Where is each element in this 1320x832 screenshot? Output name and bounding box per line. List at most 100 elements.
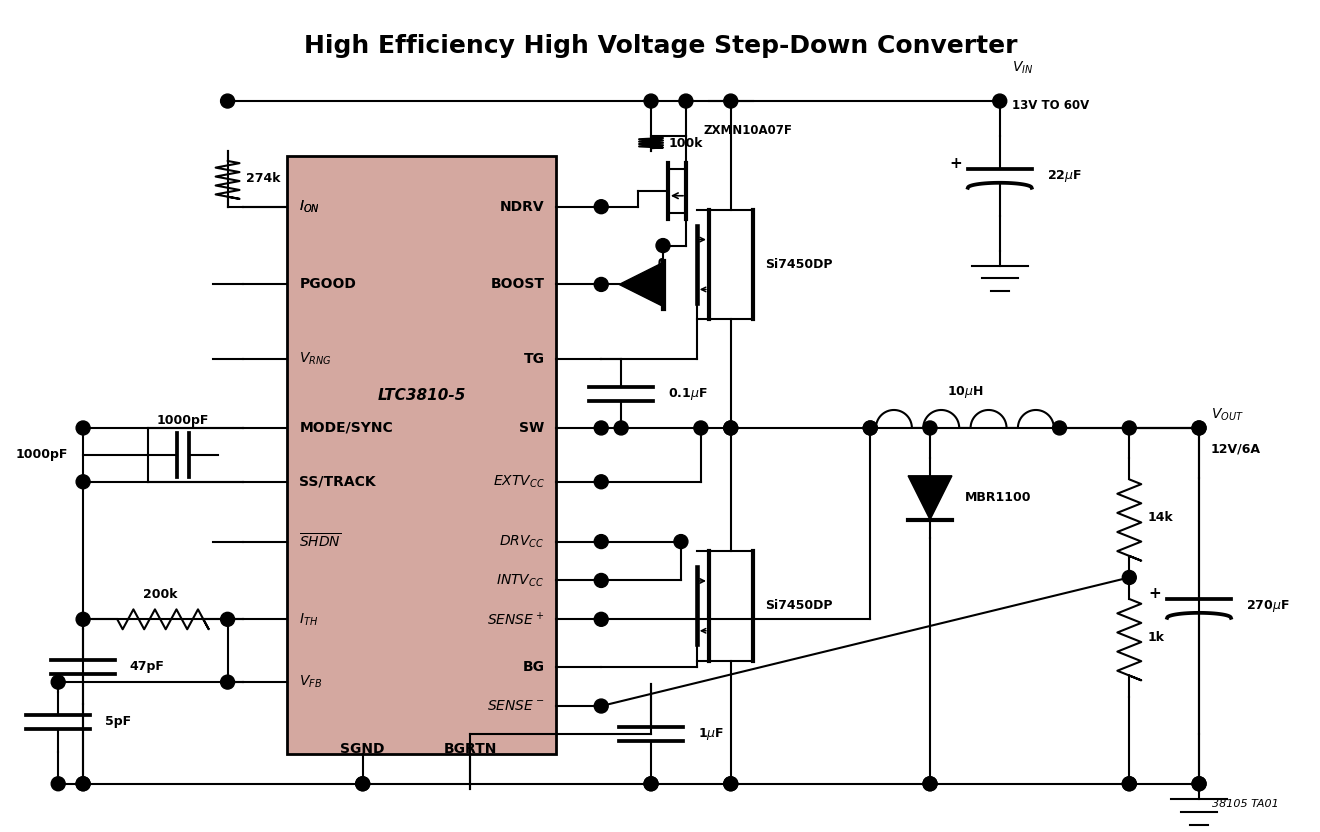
Circle shape xyxy=(51,777,65,790)
Circle shape xyxy=(1122,777,1137,790)
Text: SW: SW xyxy=(519,421,544,435)
Circle shape xyxy=(594,200,609,214)
Circle shape xyxy=(220,94,235,108)
Circle shape xyxy=(51,675,65,689)
Text: $I_{TH}$: $I_{TH}$ xyxy=(300,612,318,627)
Text: $V_{OUT}$: $V_{OUT}$ xyxy=(1210,407,1243,423)
Circle shape xyxy=(355,777,370,790)
Circle shape xyxy=(1122,421,1137,435)
Text: 47pF: 47pF xyxy=(129,660,165,673)
Circle shape xyxy=(644,777,657,790)
Circle shape xyxy=(675,535,688,548)
Circle shape xyxy=(993,94,1007,108)
Circle shape xyxy=(594,277,609,291)
Circle shape xyxy=(723,94,738,108)
Circle shape xyxy=(594,421,609,435)
Text: Si7450DP: Si7450DP xyxy=(766,599,833,612)
Text: $V_{RNG}$: $V_{RNG}$ xyxy=(300,351,331,368)
Text: $\mathsf{\int}$: $\mathsf{\int}$ xyxy=(651,256,665,286)
Text: PGOOD: PGOOD xyxy=(300,277,356,291)
Text: +: + xyxy=(949,156,962,171)
Circle shape xyxy=(77,475,90,488)
Text: $EXTV_{CC}$: $EXTV_{CC}$ xyxy=(492,473,544,490)
Text: $\mathit{I}_{ON}$: $\mathit{I}_{ON}$ xyxy=(300,199,319,215)
Circle shape xyxy=(863,421,878,435)
Circle shape xyxy=(863,421,878,435)
Text: ZXMN10A07F: ZXMN10A07F xyxy=(704,125,793,137)
Circle shape xyxy=(656,239,671,253)
FancyBboxPatch shape xyxy=(288,156,557,754)
Circle shape xyxy=(77,421,90,435)
Text: 0.1$\mu$F: 0.1$\mu$F xyxy=(668,385,708,402)
Text: 13V TO 60V: 13V TO 60V xyxy=(1011,99,1089,112)
Circle shape xyxy=(923,777,937,790)
Text: BG: BG xyxy=(523,660,544,674)
Circle shape xyxy=(594,699,609,713)
Text: 1k: 1k xyxy=(1147,631,1164,644)
Circle shape xyxy=(614,421,628,435)
Text: BGRTN: BGRTN xyxy=(444,742,498,756)
Circle shape xyxy=(1192,777,1206,790)
Text: 14k: 14k xyxy=(1147,511,1173,524)
Circle shape xyxy=(923,421,937,435)
Text: +: + xyxy=(1148,587,1162,602)
Text: Si7450DP: Si7450DP xyxy=(766,258,833,271)
Circle shape xyxy=(77,777,90,790)
Text: SS/TRACK: SS/TRACK xyxy=(300,475,376,488)
Text: $I_{ON}$: $I_{ON}$ xyxy=(300,199,319,215)
Text: TG: TG xyxy=(524,352,544,366)
Circle shape xyxy=(1122,571,1137,584)
Circle shape xyxy=(594,573,609,587)
Circle shape xyxy=(77,612,90,626)
Text: 200k: 200k xyxy=(143,588,178,602)
Circle shape xyxy=(594,475,609,488)
Polygon shape xyxy=(908,476,952,520)
Polygon shape xyxy=(619,263,663,306)
Text: 10$\mu$H: 10$\mu$H xyxy=(946,384,983,400)
Text: MBR1100: MBR1100 xyxy=(965,491,1031,504)
Text: 22$\mu$F: 22$\mu$F xyxy=(1047,168,1081,184)
Circle shape xyxy=(644,94,657,108)
Text: 100k: 100k xyxy=(669,137,704,150)
Circle shape xyxy=(678,94,693,108)
Circle shape xyxy=(1122,777,1137,790)
Text: LTC3810-5: LTC3810-5 xyxy=(378,388,466,403)
Text: 270$\mu$F: 270$\mu$F xyxy=(1246,598,1290,614)
Circle shape xyxy=(1192,777,1206,790)
Circle shape xyxy=(644,777,657,790)
Circle shape xyxy=(220,612,235,626)
Text: 12V/6A: 12V/6A xyxy=(1210,443,1261,456)
Text: 38105 TA01: 38105 TA01 xyxy=(1212,799,1279,809)
Circle shape xyxy=(723,777,738,790)
Circle shape xyxy=(694,421,708,435)
Circle shape xyxy=(355,777,370,790)
Circle shape xyxy=(1052,421,1067,435)
Circle shape xyxy=(594,612,609,626)
Circle shape xyxy=(723,421,738,435)
Text: High Efficiency High Voltage Step-Down Converter: High Efficiency High Voltage Step-Down C… xyxy=(304,34,1018,58)
Circle shape xyxy=(723,777,738,790)
Text: $SENSE^-$: $SENSE^-$ xyxy=(487,699,544,713)
Text: $V_{FB}$: $V_{FB}$ xyxy=(300,674,322,691)
Text: 5pF: 5pF xyxy=(106,716,131,729)
Circle shape xyxy=(723,421,738,435)
Text: $SENSE^+$: $SENSE^+$ xyxy=(487,611,544,628)
Text: $DRV_{CC}$: $DRV_{CC}$ xyxy=(499,533,544,550)
Text: BOOST: BOOST xyxy=(491,277,544,291)
Circle shape xyxy=(923,777,937,790)
Text: 1$\mu$F: 1$\mu$F xyxy=(698,726,723,742)
Circle shape xyxy=(77,777,90,790)
Circle shape xyxy=(1192,421,1206,435)
Circle shape xyxy=(220,675,235,689)
Text: NDRV: NDRV xyxy=(500,200,544,214)
Text: SGND: SGND xyxy=(341,742,385,756)
Text: $\overline{SHDN}$: $\overline{SHDN}$ xyxy=(300,532,342,551)
Text: 274k: 274k xyxy=(246,172,280,186)
Text: $INTV_{CC}$: $INTV_{CC}$ xyxy=(496,572,544,589)
Text: $V_{IN}$: $V_{IN}$ xyxy=(1011,60,1034,77)
Text: MODE/SYNC: MODE/SYNC xyxy=(300,421,393,435)
Circle shape xyxy=(594,535,609,548)
Text: 1000pF: 1000pF xyxy=(16,448,69,462)
Text: 1000pF: 1000pF xyxy=(157,414,209,427)
Circle shape xyxy=(1192,421,1206,435)
